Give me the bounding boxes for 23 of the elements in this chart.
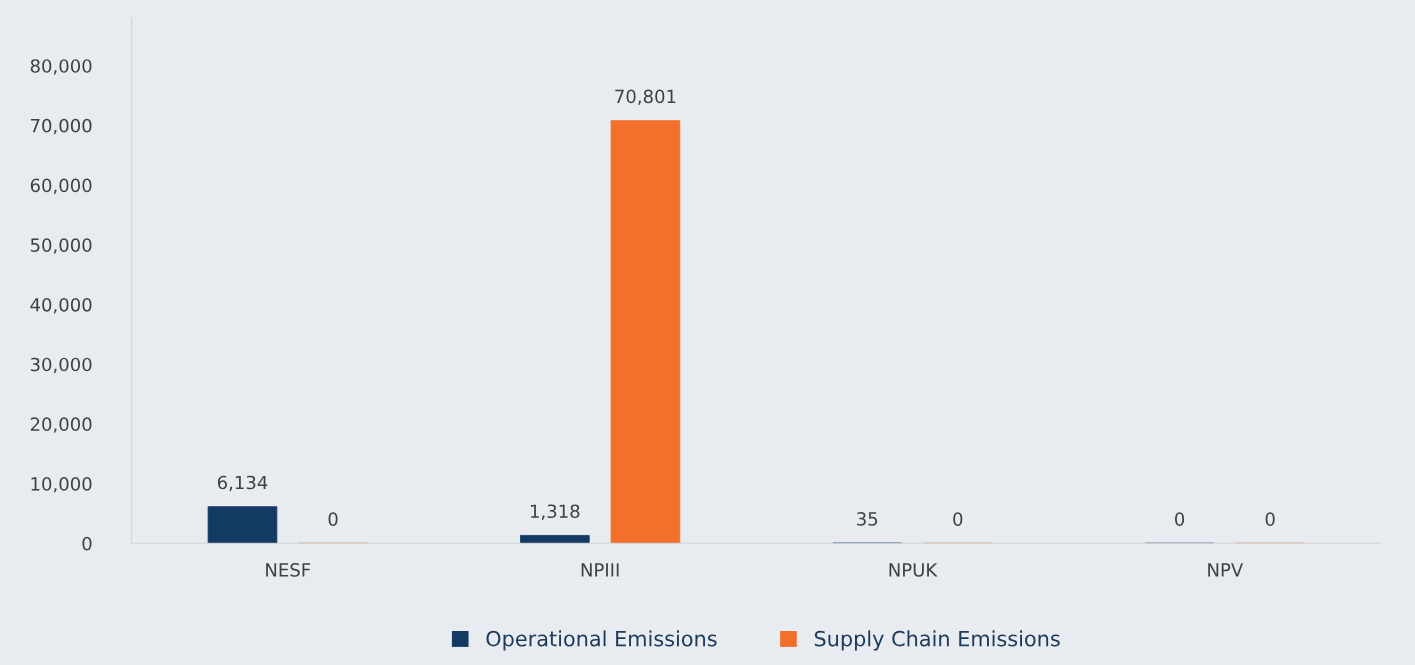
legend-label: Operational Emissions bbox=[486, 630, 717, 651]
data-label: 0 bbox=[1175, 512, 1185, 526]
x-tick-label: NPUK bbox=[889, 563, 938, 577]
y-tick-label: 40,000 bbox=[30, 297, 92, 314]
y-tick-label: 60,000 bbox=[30, 178, 92, 195]
x-tick-label: NPIII bbox=[581, 563, 619, 577]
data-label: 0 bbox=[953, 512, 963, 526]
y-tick-label: 80,000 bbox=[30, 59, 92, 75]
x-tick-label: NESF bbox=[266, 563, 311, 577]
y-tick-label: 30,000 bbox=[30, 357, 92, 374]
data-label: 0 bbox=[1265, 512, 1275, 526]
legend-label: Supply Chain Emissions bbox=[814, 630, 1060, 651]
data-label: 0 bbox=[328, 512, 338, 526]
y-tick-label: 10,000 bbox=[31, 477, 92, 493]
y-tick-label: 0 bbox=[82, 536, 92, 551]
data-label: 1,318 bbox=[530, 504, 580, 520]
data-label: 35 bbox=[857, 512, 878, 526]
data-label: 70,801 bbox=[615, 89, 676, 106]
y-tick-label: 20,000 bbox=[30, 417, 92, 433]
y-tick-label: 50,000 bbox=[30, 238, 92, 254]
y-tick-label: 70,000 bbox=[31, 118, 92, 135]
data-label: 6,134 bbox=[217, 475, 268, 492]
x-tick-label: NPV bbox=[1208, 563, 1244, 577]
